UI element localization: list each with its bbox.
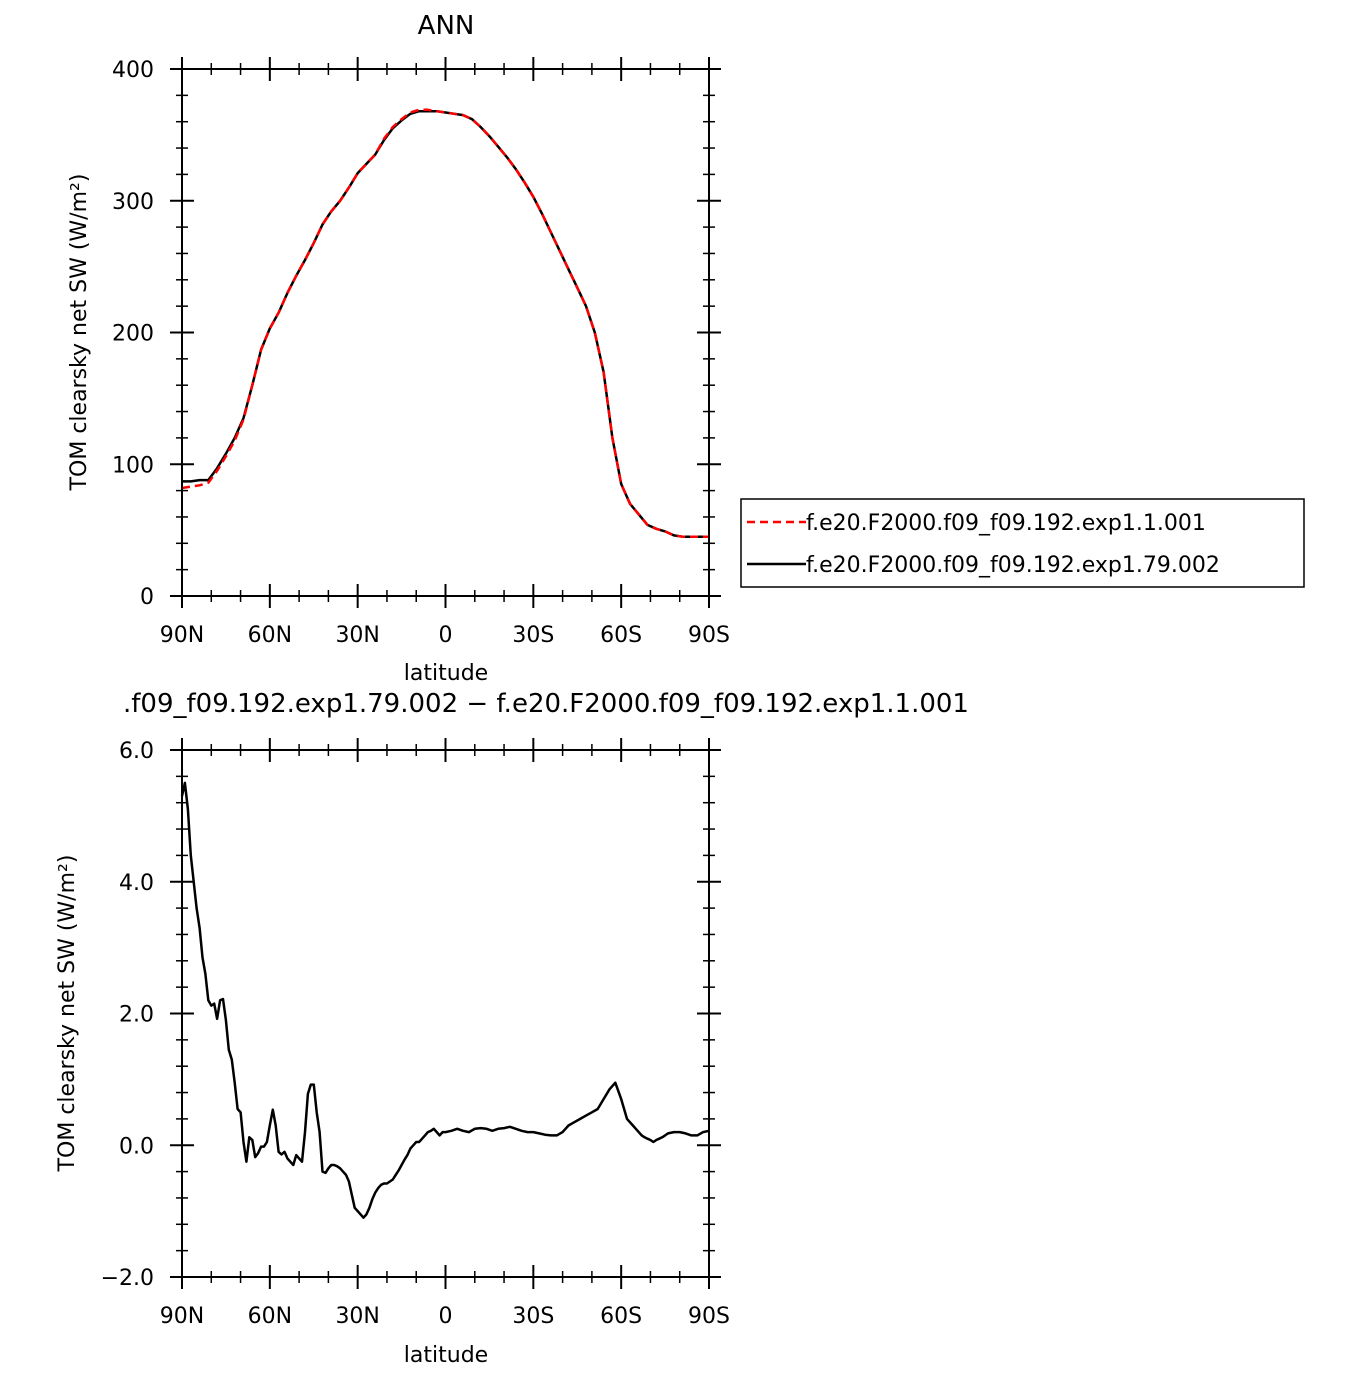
bottom-y-tick-label: 0.0 [119, 1134, 154, 1159]
bottom-x-tick-label: 30N [335, 1304, 379, 1329]
top-x-axis-label: latitude [404, 661, 488, 686]
top-y-axis-label: TOM clearsky net SW (W/m²) [67, 174, 92, 492]
top-panel: ANN 90N 60N 30N 0 30S 60S 90S 0 100 200 300 400 lat… [67, 11, 1305, 686]
top-x-tick-label: 60N [248, 623, 292, 648]
top-tick-labels: 90N 60N 30N 0 30S 60S 90S 0 100 200 300 400 [112, 58, 730, 648]
bottom-panel: .f09_f09.192.exp1.79.002 − f.e20.F2000.f… [55, 689, 969, 1368]
top-y-tick-label: 300 [112, 190, 154, 215]
bottom-series-line-1 [180, 781, 710, 1219]
bottom-series [180, 781, 710, 1219]
bottom-ticks [170, 738, 721, 1289]
top-y-tick-label: 0 [140, 585, 154, 610]
bottom-y-tick-label: 4.0 [119, 871, 154, 896]
legend-label-series-1: f.e20.F2000.f09_f09.192.exp1.1.001 [806, 511, 1206, 536]
legend-box [740, 498, 1305, 588]
legend-label-series-2: f.e20.F2000.f09_f09.192.exp1.79.002 [806, 553, 1220, 578]
top-series [181, 108, 709, 538]
bottom-x-tick-label: 90N [160, 1304, 204, 1329]
top-x-tick-label: 60S [600, 623, 642, 648]
bottom-x-axis-label: latitude [404, 1343, 488, 1368]
bottom-tick-labels: 90N 60N 30N 0 30S 60S 90S −2.0 0.0 2.0 4.0 6.0 [101, 739, 730, 1329]
top-x-tick-label: 0 [439, 623, 453, 648]
bottom-x-tick-label: 60S [600, 1304, 642, 1329]
bottom-x-tick-label: 90S [688, 1304, 730, 1329]
top-plot-frame [181, 68, 710, 597]
legend: f.e20.F2000.f09_f09.192.exp1.1.001 f.e20… [740, 498, 1305, 588]
bottom-y-axis-label: TOM clearsky net SW (W/m²) [55, 855, 80, 1173]
top-series-line-2 [182, 109, 709, 538]
bottom-x-tick-label: 60N [248, 1304, 292, 1329]
bottom-plot-frame [181, 749, 710, 1278]
bottom-plot-title: .f09_f09.192.exp1.79.002 − f.e20.F2000.f… [123, 689, 969, 719]
top-ticks [170, 57, 721, 608]
top-x-tick-label: 30N [335, 623, 379, 648]
bottom-y-tick-label: 6.0 [119, 739, 154, 764]
bottom-y-tick-label: 2.0 [119, 1003, 154, 1028]
top-y-tick-label: 400 [112, 58, 154, 83]
bottom-x-tick-label: 0 [439, 1304, 453, 1329]
top-x-tick-label: 30S [512, 623, 554, 648]
top-series-line-1 [181, 108, 709, 538]
bottom-x-tick-label: 30S [512, 1304, 554, 1329]
top-y-tick-label: 100 [112, 453, 154, 478]
top-x-tick-label: 90S [688, 623, 730, 648]
top-y-tick-label: 200 [112, 322, 154, 347]
top-x-tick-label: 90N [160, 623, 204, 648]
bottom-y-tick-label: −2.0 [101, 1266, 154, 1291]
top-plot-title: ANN [418, 11, 475, 41]
